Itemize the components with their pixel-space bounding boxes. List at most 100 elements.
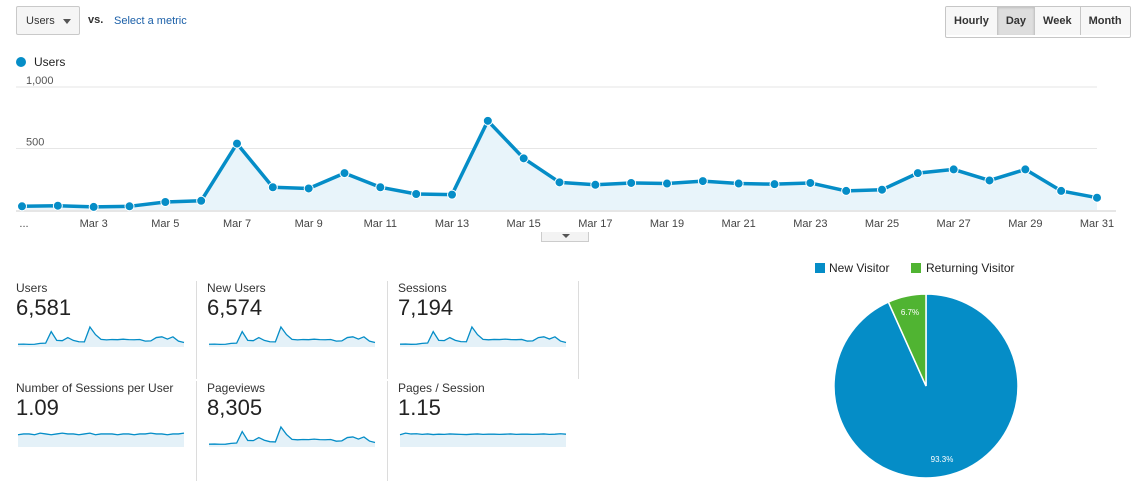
y-tick-label: 500 — [26, 137, 44, 149]
scorecard[interactable]: Number of Sessions per User 1.09 — [16, 381, 206, 479]
x-tick-label: Mar 7 — [223, 218, 251, 230]
pie-slice-returning-visitor[interactable] — [887, 293, 927, 387]
scorecard-sparkline — [208, 425, 376, 447]
x-tick-label: Mar 15 — [507, 218, 541, 230]
x-tick-label: Mar 13 — [435, 218, 469, 230]
sparkline-line — [399, 325, 567, 345]
x-tick-label: Mar 9 — [295, 218, 323, 230]
card-divider — [578, 281, 579, 379]
data-point[interactable] — [52, 200, 63, 211]
data-point[interactable] — [303, 183, 314, 194]
scorecard-title: New Users — [207, 281, 266, 295]
pie-legend-label-returning: Returning Visitor — [926, 261, 1015, 275]
x-tick-label: Mar 29 — [1008, 218, 1042, 230]
x-tick-label: Mar 25 — [865, 218, 899, 230]
data-point[interactable] — [662, 178, 672, 189]
data-point[interactable] — [267, 182, 278, 193]
x-tick-label: Mar 23 — [793, 218, 827, 230]
sparkline-area — [209, 427, 375, 447]
period-selector: Hourly Day Week Month — [945, 6, 1131, 38]
metric-select[interactable]: Users — [16, 6, 80, 35]
data-point[interactable] — [232, 138, 242, 149]
scorecard[interactable]: Sessions 7,194 — [398, 281, 588, 379]
period-week-button[interactable]: Week — [1034, 7, 1080, 35]
data-point[interactable] — [912, 168, 923, 179]
data-point[interactable] — [339, 168, 350, 179]
scorecard[interactable]: Pages / Session 1.15 — [398, 381, 588, 479]
scorecard-value: 6,581 — [16, 295, 72, 320]
select-metric-link[interactable]: Select a metric — [114, 15, 187, 27]
data-point[interactable] — [447, 189, 457, 200]
scorecard-title: Pages / Session — [398, 381, 485, 395]
scorecard[interactable]: Users 6,581 — [16, 281, 206, 379]
x-tick-label: Mar 5 — [151, 218, 179, 230]
scorecard[interactable]: Pageviews 8,305 — [207, 381, 397, 479]
data-point[interactable] — [375, 182, 386, 193]
metric-select-label: Users — [26, 15, 55, 27]
data-point[interactable] — [877, 184, 887, 195]
data-point[interactable] — [411, 189, 422, 200]
vs-label: vs. — [88, 14, 104, 26]
card-divider — [196, 281, 197, 379]
scorecard-value: 8,305 — [207, 395, 263, 420]
sparkline-area — [209, 327, 375, 347]
data-point[interactable] — [1092, 192, 1102, 203]
data-point[interactable] — [124, 201, 135, 212]
period-hourly-button[interactable]: Hourly — [946, 7, 997, 35]
pie-legend-swatch-returning — [911, 263, 921, 273]
data-point[interactable] — [841, 185, 852, 196]
pie-legend-swatch-new — [815, 263, 825, 273]
data-point[interactable] — [984, 175, 995, 186]
data-point[interactable] — [697, 176, 708, 187]
legend-label-users: Users — [34, 55, 66, 69]
x-tick-label: Mar 11 — [364, 218, 397, 230]
x-tick-label: Mar 31 — [1080, 218, 1114, 230]
visitor-type-pie-chart: 93.3% 6.7% — [833, 293, 1019, 479]
sparkline-area — [18, 433, 184, 447]
x-tick-label: Mar 19 — [650, 218, 684, 230]
sparkline-area — [400, 327, 566, 347]
scorecard-title: Users — [16, 281, 48, 295]
x-tick-label: Mar 3 — [80, 218, 108, 230]
scorecard-sparkline — [399, 325, 567, 347]
legend-swatch-users — [16, 57, 26, 67]
chart-collapse-toggle[interactable] — [541, 232, 589, 242]
data-point[interactable] — [590, 179, 601, 190]
data-point[interactable] — [805, 177, 816, 188]
period-month-button[interactable]: Month — [1079, 7, 1130, 35]
sparkline-line — [17, 432, 185, 436]
data-point[interactable] — [626, 177, 637, 188]
pie-data-label-returning: 6.7% — [901, 308, 919, 317]
data-point[interactable] — [482, 115, 493, 126]
users-line-chart: 1,000 500... Mar 3 Mar 5 Mar 7 Mar 9 Mar 11 Mar… — [16, 75, 1116, 230]
scorecard[interactable]: New Users 6,574 — [207, 281, 397, 379]
data-point[interactable] — [554, 177, 565, 188]
scorecard-value: 6,574 — [207, 295, 263, 320]
card-divider — [387, 381, 388, 481]
scorecard-sparkline — [399, 432, 567, 447]
data-point[interactable] — [17, 201, 27, 212]
sparkline-line — [208, 425, 376, 445]
data-point[interactable] — [518, 153, 529, 164]
series-area-users — [22, 120, 1097, 210]
data-point[interactable] — [196, 195, 207, 206]
data-point[interactable] — [733, 178, 744, 189]
scorecard-title: Sessions — [398, 281, 447, 295]
data-point[interactable] — [160, 197, 171, 208]
period-day-button[interactable]: Day — [996, 7, 1035, 35]
sparkline-line — [208, 325, 376, 346]
card-divider — [387, 281, 388, 379]
x-tick-label: ... — [19, 218, 28, 230]
data-point[interactable] — [948, 164, 959, 175]
scorecard-title: Pageviews — [207, 381, 266, 395]
scorecard-sparkline — [17, 325, 185, 347]
sparkline-line — [399, 432, 567, 436]
scorecard-title: Number of Sessions per User — [16, 381, 174, 395]
data-point[interactable] — [1056, 185, 1067, 196]
x-tick-label: Mar 21 — [722, 218, 756, 230]
data-point[interactable] — [88, 201, 99, 212]
data-point[interactable] — [769, 179, 780, 190]
pie-data-label-new: 93.3% — [931, 455, 954, 464]
scorecard-value: 1.15 — [398, 395, 441, 420]
data-point[interactable] — [1020, 164, 1031, 175]
